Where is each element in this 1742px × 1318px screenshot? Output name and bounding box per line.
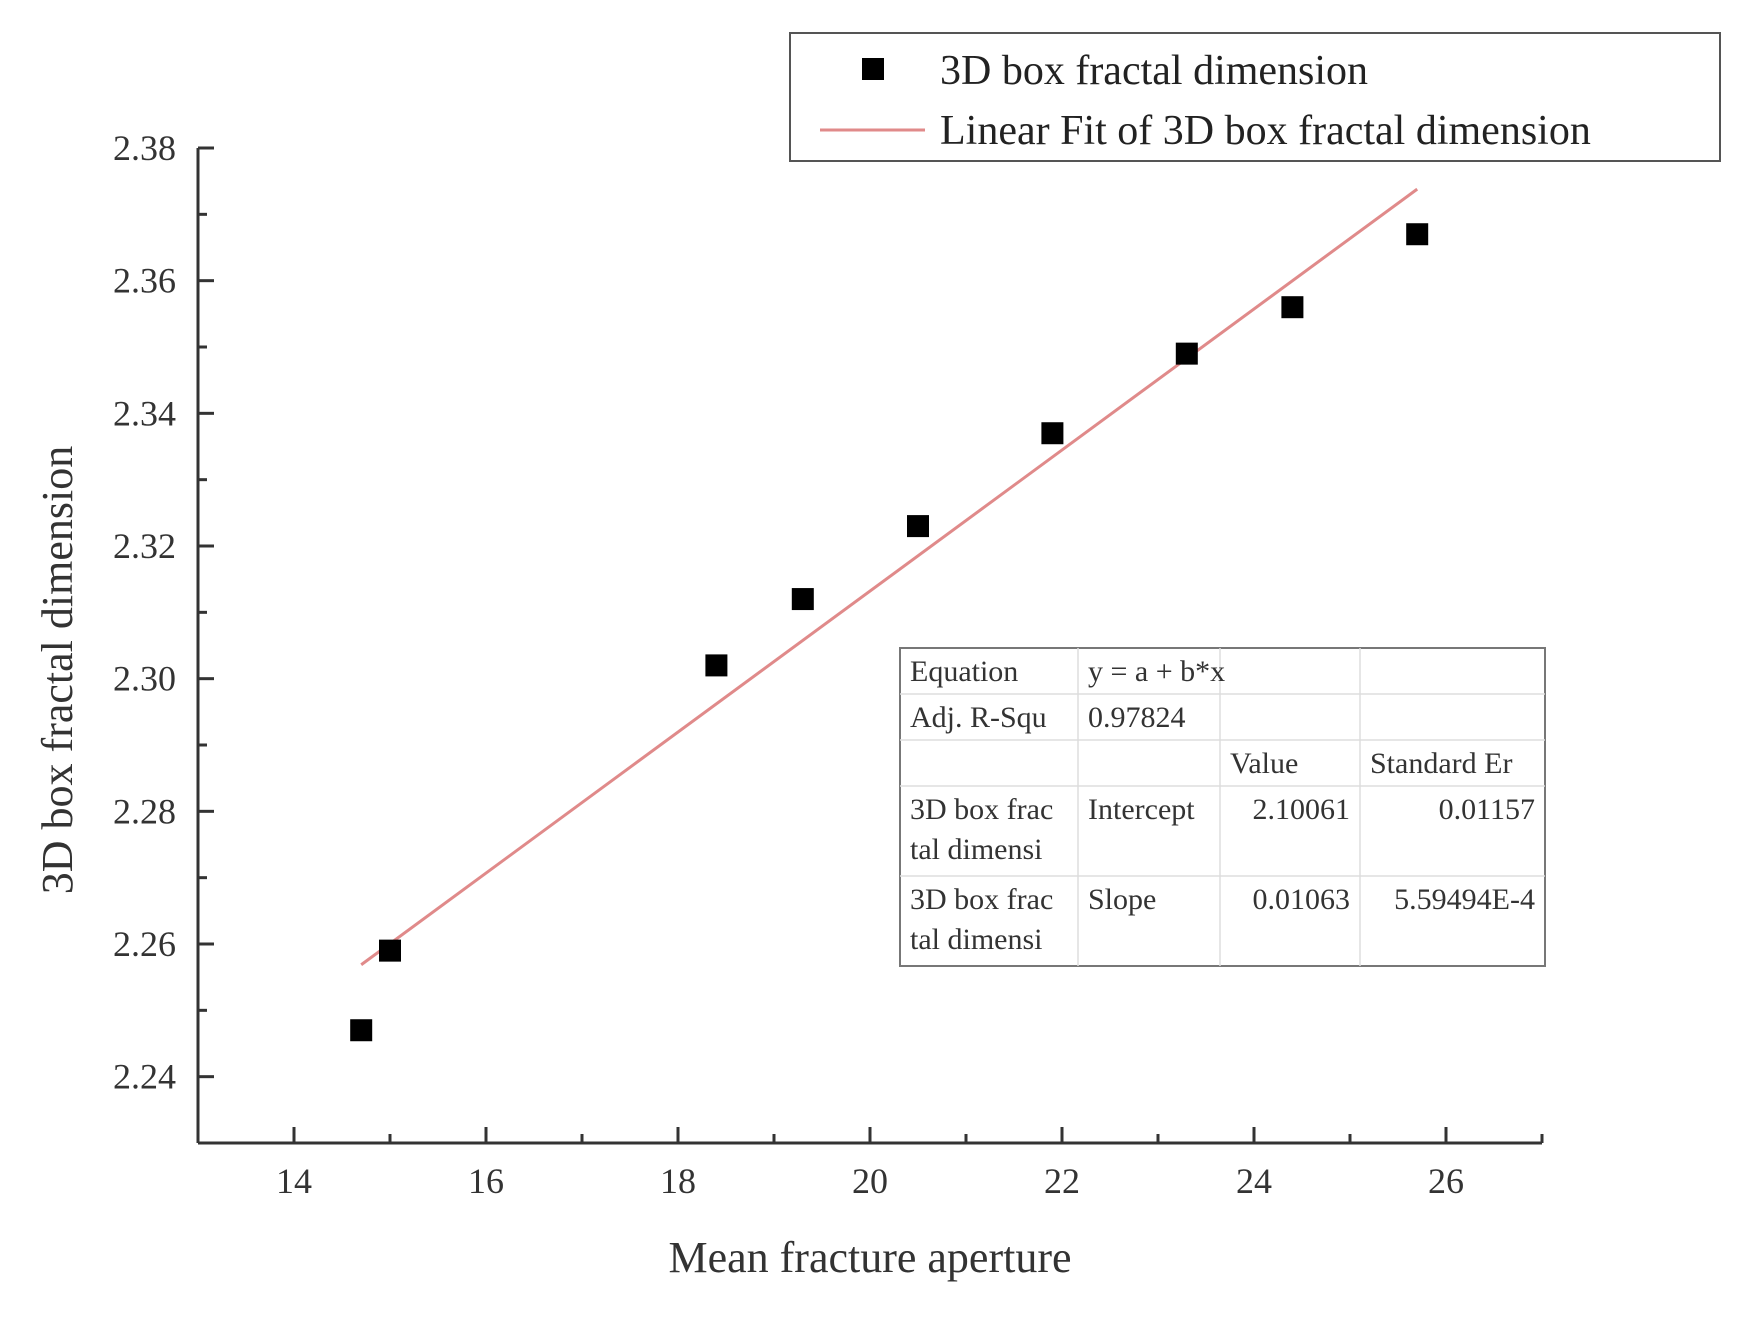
legend: 3D box fractal dimension Linear Fit of 3… (789, 32, 1721, 162)
fit-table-cell: 0.97824 (1088, 701, 1186, 734)
linear-fit-line (360, 187, 1419, 966)
data-point (379, 939, 401, 962)
y-tick-label: 2.26 (113, 924, 176, 964)
points-layer (350, 223, 1429, 1042)
data-point (907, 515, 929, 538)
y-tick-label: 2.24 (113, 1057, 176, 1097)
y-tick-label: 2.30 (113, 659, 176, 699)
x-tick-label: 22 (1044, 1161, 1080, 1201)
y-tick-label: 2.34 (113, 393, 176, 433)
fit-table-cell: Intercept (1088, 793, 1195, 826)
x-tick-label: 20 (852, 1161, 888, 1201)
x-tick-label: 26 (1428, 1161, 1464, 1201)
legend-box (789, 32, 1721, 162)
ticks: 14 16 18 20 22 24 26 2.24 2.26 2.28 2.30 2.32 2.34 2.… (113, 128, 1544, 1201)
fit-table-cell: y = a + b*x (1088, 655, 1225, 688)
legend-label-scatter: 3D box fractal dimension (940, 48, 1368, 94)
fit-table-cell: Value (1230, 747, 1298, 780)
data-point (1041, 422, 1064, 445)
x-tick-label: 14 (276, 1161, 312, 1201)
data-point (1175, 342, 1198, 365)
fit-table-cell: 0.01157 (1439, 793, 1535, 826)
y-tick-label: 2.38 (113, 128, 176, 168)
y-axis-title: 3D box fractal dimension (33, 446, 82, 894)
y-tick-label: 2.32 (113, 526, 176, 566)
legend-label-fit: Linear Fit of 3D box fractal dimension (940, 108, 1591, 154)
data-point (1406, 223, 1429, 246)
fit-table-cell: 3D box frac tal dimensi (910, 793, 1053, 866)
fit-table-cell: Adj. R-Squ (910, 701, 1047, 734)
axes (196, 148, 1542, 1145)
legend-marker-scatter (862, 58, 884, 80)
fit-table-cell: 2.10061 (1253, 793, 1351, 826)
x-tick-label: 24 (1236, 1161, 1272, 1201)
y-tick-label: 2.28 (113, 791, 176, 831)
fit-table-cell: 5.59494E-4 (1394, 883, 1535, 916)
fit-table-cell: 3D box frac tal dimensi (910, 883, 1053, 956)
data-point (705, 654, 728, 677)
fit-line-layer (360, 187, 1419, 966)
data-point (791, 588, 814, 611)
data-point (350, 1019, 373, 1042)
data-point (1281, 296, 1304, 319)
fit-stats-table: Equation y = a + b*x Adj. R-Squ 0.97824 Valu… (899, 647, 1546, 967)
x-tick-label: 16 (468, 1161, 504, 1201)
fit-table-cell: Equation (910, 655, 1018, 688)
fit-table-frame (899, 647, 1546, 967)
y-tick-label: 2.36 (113, 261, 176, 301)
fit-table-cell: Slope (1088, 883, 1156, 916)
x-tick-label: 18 (660, 1161, 696, 1201)
fit-table-cell: 0.01063 (1253, 883, 1351, 916)
x-axis-title: Mean fracture aperture (668, 1233, 1071, 1282)
fit-table-cell: Standard Er (1370, 747, 1512, 780)
